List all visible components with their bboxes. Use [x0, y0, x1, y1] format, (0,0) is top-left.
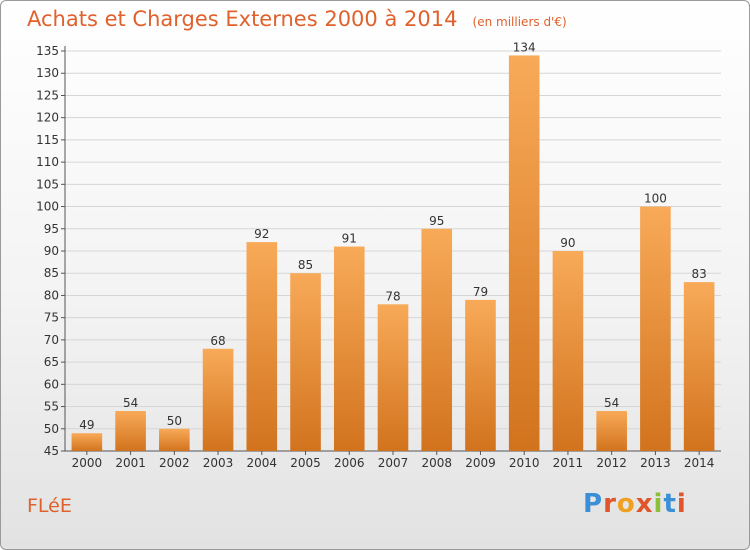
y-tick-label: 125	[36, 88, 59, 102]
bar-value-label: 83	[691, 267, 706, 281]
value-labels: 49 54 50 68 92 85 91 78 95 79 134 90 54 100 83	[79, 40, 707, 432]
y-tick-label: 130	[36, 66, 59, 80]
bar	[377, 304, 409, 451]
y-tick-label: 80	[44, 288, 59, 302]
x-tick-label: 2004	[247, 456, 278, 470]
bar-value-label: 68	[210, 334, 225, 348]
x-tick-label: 2012	[596, 456, 627, 470]
bar-value-label: 50	[167, 414, 182, 428]
y-tick-label: 75	[44, 311, 59, 325]
x-tick-label: 2005	[290, 456, 321, 470]
bar	[115, 411, 146, 451]
y-tick-label: 65	[44, 355, 59, 369]
bar	[508, 55, 540, 451]
bar	[71, 433, 103, 451]
commune-name: FLéE	[27, 495, 72, 517]
bar-value-label: 95	[429, 214, 444, 228]
y-tick-label: 45	[44, 444, 59, 458]
x-tick-label: 2013	[640, 456, 671, 470]
x-tick-label: 2014	[684, 456, 715, 470]
y-tick-label: 110	[36, 155, 59, 169]
logo-letter: i	[653, 489, 664, 519]
y-tick-label: 135	[36, 44, 59, 58]
bar	[202, 348, 234, 451]
x-tick-label: 2008	[421, 456, 452, 470]
x-tick-label: 2009	[465, 456, 496, 470]
bar-value-label: 134	[513, 40, 536, 54]
title-row: Achats et Charges Externes 2000 à 2014 (…	[27, 7, 567, 31]
bar	[246, 242, 278, 451]
bar-value-label: 92	[254, 227, 269, 241]
axes: 45 50 55 60 65 70 75 80 85 90 95 100 105 110 115 120 125…	[36, 44, 721, 470]
bar-value-label: 78	[385, 289, 400, 303]
bar	[290, 273, 321, 451]
y-tick-label: 55	[44, 400, 59, 414]
y-tick-label: 95	[44, 222, 59, 236]
y-tick-label: 90	[44, 244, 59, 258]
bar-value-label: 79	[473, 285, 488, 299]
logo-letter: x	[635, 489, 654, 519]
logo-letter: i	[676, 489, 687, 519]
bar-value-label: 85	[298, 258, 313, 272]
x-tick-label: 2010	[509, 456, 540, 470]
bar	[465, 299, 496, 451]
x-tick-label: 2001	[115, 456, 146, 470]
bar	[640, 206, 671, 451]
bar	[333, 246, 365, 451]
bar	[421, 228, 453, 451]
bar-value-label: 54	[123, 396, 138, 410]
x-tick-label: 2007	[378, 456, 409, 470]
y-tick-label: 120	[36, 111, 59, 125]
proxiti-logo[interactable]: Proxiti	[583, 489, 687, 519]
y-tick-label: 100	[36, 200, 59, 214]
logo-letter: r	[603, 489, 617, 519]
x-tick-label: 2002	[159, 456, 190, 470]
bar	[683, 282, 715, 451]
bar	[159, 428, 190, 451]
x-tick-label: 2006	[334, 456, 365, 470]
bar	[552, 251, 584, 451]
chart-title: Achats et Charges Externes 2000 à 2014	[27, 7, 458, 31]
logo-letter: t	[663, 489, 677, 519]
x-tick-label: 2000	[72, 456, 103, 470]
bar-value-label: 90	[560, 236, 575, 250]
y-tick-label: 115	[36, 133, 59, 147]
bar-value-label: 49	[79, 418, 94, 432]
y-tick-label: 70	[44, 333, 59, 347]
chart-subtitle: (en milliers d'€)	[472, 15, 567, 29]
bar	[596, 411, 627, 451]
y-tick-label: 60	[44, 377, 59, 391]
y-tick-label: 85	[44, 266, 59, 280]
bar-value-label: 91	[342, 232, 357, 246]
y-tick-label: 50	[44, 422, 59, 436]
logo-letter: P	[583, 489, 604, 519]
bar-value-label: 100	[644, 192, 667, 206]
y-tick-label: 105	[36, 177, 59, 191]
bar-value-label: 54	[604, 396, 619, 410]
logo-letter: o	[616, 489, 636, 519]
x-tick-label: 2003	[203, 456, 234, 470]
bars	[71, 55, 715, 451]
x-tick-label: 2011	[553, 456, 584, 470]
